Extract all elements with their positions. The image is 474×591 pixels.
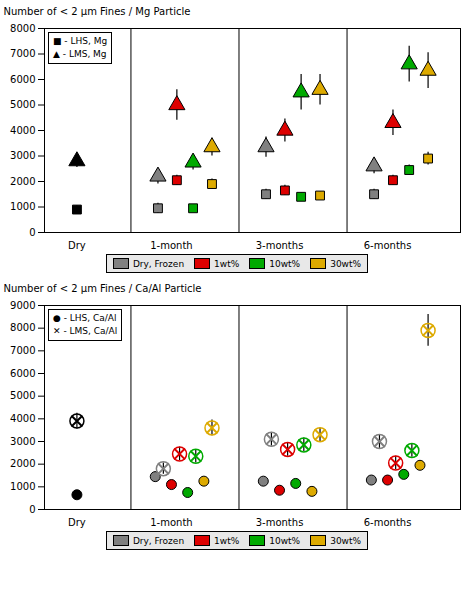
svg-text:1000: 1000 (10, 481, 35, 492)
svg-text:0: 0 (29, 227, 35, 238)
svg-text:2000: 2000 (10, 176, 35, 187)
svg-text:5000: 5000 (10, 99, 35, 110)
html-text:● - LHS, Ca/Al: ● - LHS, Ca/Al (53, 313, 117, 323)
html-text:10wt%: 10wt% (269, 258, 301, 269)
svg-text:1000: 1000 (10, 201, 35, 212)
svg-text:8000: 8000 (10, 23, 35, 34)
svg-text:1-month: 1-month (150, 240, 192, 251)
html-text:30wt%: 30wt% (330, 258, 362, 269)
svg-text:3000: 3000 (10, 150, 35, 161)
html-text:Dry, Frozen: Dry, Frozen (132, 535, 185, 546)
svg-text:Number of < 2 μm Fines / Ca/Al: Number of < 2 μm Fines / Ca/Al Particle (4, 283, 202, 294)
html-text:30wt%: 30wt% (330, 535, 362, 546)
svg-text:8000: 8000 (10, 322, 35, 333)
svg-text:0: 0 (29, 504, 35, 515)
svg-text:2000: 2000 (10, 458, 35, 469)
svg-text:3-months: 3-months (256, 240, 304, 251)
svg-text:6000: 6000 (10, 74, 35, 85)
svg-text:9000: 9000 (10, 300, 35, 311)
svg-text:6-months: 6-months (364, 240, 412, 251)
html-text:10wt%: 10wt% (269, 535, 301, 546)
svg-text:5000: 5000 (10, 390, 35, 401)
html-text:✕ - LMS, Ca/Al: ✕ - LMS, Ca/Al (53, 326, 118, 336)
html-text:▲ - LMS, Mg: ▲ - LMS, Mg (53, 49, 107, 59)
svg-text:1-month: 1-month (150, 517, 192, 528)
html-text:1wt%: 1wt% (214, 535, 240, 546)
svg-text:6000: 6000 (10, 368, 35, 379)
html-text:1wt%: 1wt% (214, 258, 240, 269)
svg-text:3-months: 3-months (256, 517, 304, 528)
svg-text:Dry: Dry (68, 517, 86, 528)
svg-text:3000: 3000 (10, 436, 35, 447)
svg-text:7000: 7000 (10, 345, 35, 356)
svg-text:7000: 7000 (10, 48, 35, 59)
svg-text:6-months: 6-months (364, 517, 412, 528)
svg-text:Dry: Dry (68, 240, 86, 251)
svg-text:4000: 4000 (10, 413, 35, 424)
html-text:■ - LHS, Mg: ■ - LHS, Mg (53, 36, 108, 46)
svg-text:Number of < 2 μm Fines / Mg Pa: Number of < 2 μm Fines / Mg Particle (4, 6, 191, 17)
html-text:Dry, Frozen: Dry, Frozen (132, 258, 185, 269)
svg-text:4000: 4000 (10, 125, 35, 136)
